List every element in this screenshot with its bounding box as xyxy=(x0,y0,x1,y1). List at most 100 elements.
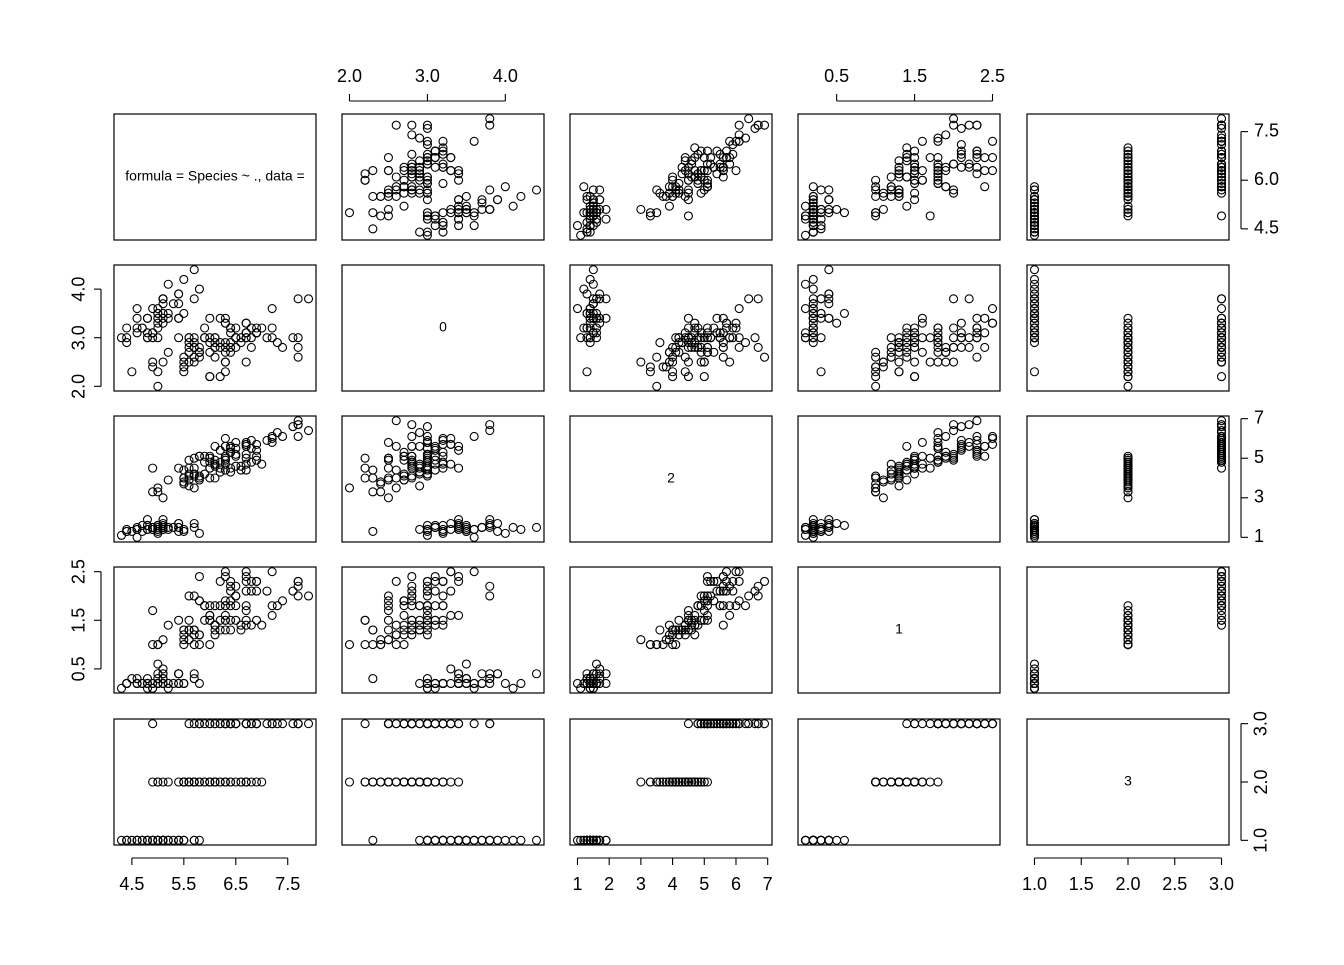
point xyxy=(668,630,678,640)
point xyxy=(706,153,716,163)
point xyxy=(987,153,998,163)
point xyxy=(158,674,168,684)
point xyxy=(886,182,896,192)
point xyxy=(671,185,681,195)
point xyxy=(293,420,303,430)
point xyxy=(668,367,678,377)
point xyxy=(677,169,687,179)
point xyxy=(148,333,158,343)
point xyxy=(902,441,912,451)
point xyxy=(693,601,703,611)
point xyxy=(808,191,818,201)
point xyxy=(588,669,598,679)
point xyxy=(652,381,662,391)
point xyxy=(1029,304,1040,314)
point xyxy=(446,835,456,845)
point xyxy=(153,333,163,343)
point xyxy=(808,195,818,205)
point xyxy=(142,678,153,689)
point xyxy=(241,601,251,611)
point xyxy=(1029,299,1040,309)
point xyxy=(438,591,448,601)
point xyxy=(158,678,168,689)
point xyxy=(972,120,982,130)
point xyxy=(680,777,690,787)
point xyxy=(902,461,912,471)
point xyxy=(1123,185,1133,195)
point xyxy=(231,591,241,601)
point xyxy=(399,451,409,461)
point xyxy=(383,635,393,645)
point xyxy=(226,347,236,357)
point xyxy=(344,483,355,493)
point xyxy=(189,333,199,343)
point xyxy=(572,304,583,314)
point xyxy=(718,328,728,338)
point xyxy=(469,719,479,729)
point xyxy=(680,352,690,362)
point xyxy=(383,463,393,473)
point xyxy=(360,463,370,473)
point xyxy=(731,719,741,729)
point xyxy=(215,338,225,348)
point xyxy=(1123,323,1133,333)
point xyxy=(153,304,163,314)
point xyxy=(231,342,241,352)
point xyxy=(153,777,163,787)
point xyxy=(293,431,303,442)
point xyxy=(194,596,204,606)
point xyxy=(933,162,943,172)
point xyxy=(734,567,744,577)
point xyxy=(702,347,713,357)
point xyxy=(241,615,251,625)
point xyxy=(674,777,684,787)
point xyxy=(446,208,456,218)
point xyxy=(148,606,158,616)
point xyxy=(142,333,153,343)
point xyxy=(878,477,888,487)
point xyxy=(725,601,735,611)
point xyxy=(718,571,728,582)
point xyxy=(579,678,589,689)
point xyxy=(153,835,163,845)
point xyxy=(179,630,189,640)
point xyxy=(477,835,487,845)
point xyxy=(933,342,943,352)
point xyxy=(595,835,605,845)
point xyxy=(376,487,386,497)
point xyxy=(194,678,204,689)
point xyxy=(174,299,184,309)
point xyxy=(709,596,719,606)
point xyxy=(220,453,230,463)
point xyxy=(215,372,225,382)
point xyxy=(407,149,417,159)
point xyxy=(461,526,471,536)
point xyxy=(816,185,826,195)
point xyxy=(718,338,728,348)
point xyxy=(415,133,425,143)
point xyxy=(252,445,262,455)
point xyxy=(696,333,706,343)
point xyxy=(645,640,655,650)
point xyxy=(687,342,697,352)
point xyxy=(585,227,595,237)
point xyxy=(391,483,401,493)
point xyxy=(683,333,693,343)
point xyxy=(205,372,215,382)
point xyxy=(438,835,448,845)
point xyxy=(210,473,220,483)
point xyxy=(422,471,432,481)
point xyxy=(808,221,818,231)
point xyxy=(407,719,417,729)
point xyxy=(1216,596,1227,606)
point xyxy=(972,719,982,729)
point xyxy=(415,625,425,635)
point xyxy=(1123,201,1133,211)
point xyxy=(446,678,456,689)
point xyxy=(257,620,267,630)
point xyxy=(725,357,735,367)
point xyxy=(674,615,684,625)
point xyxy=(430,777,440,787)
point xyxy=(699,606,709,616)
point xyxy=(153,308,163,318)
